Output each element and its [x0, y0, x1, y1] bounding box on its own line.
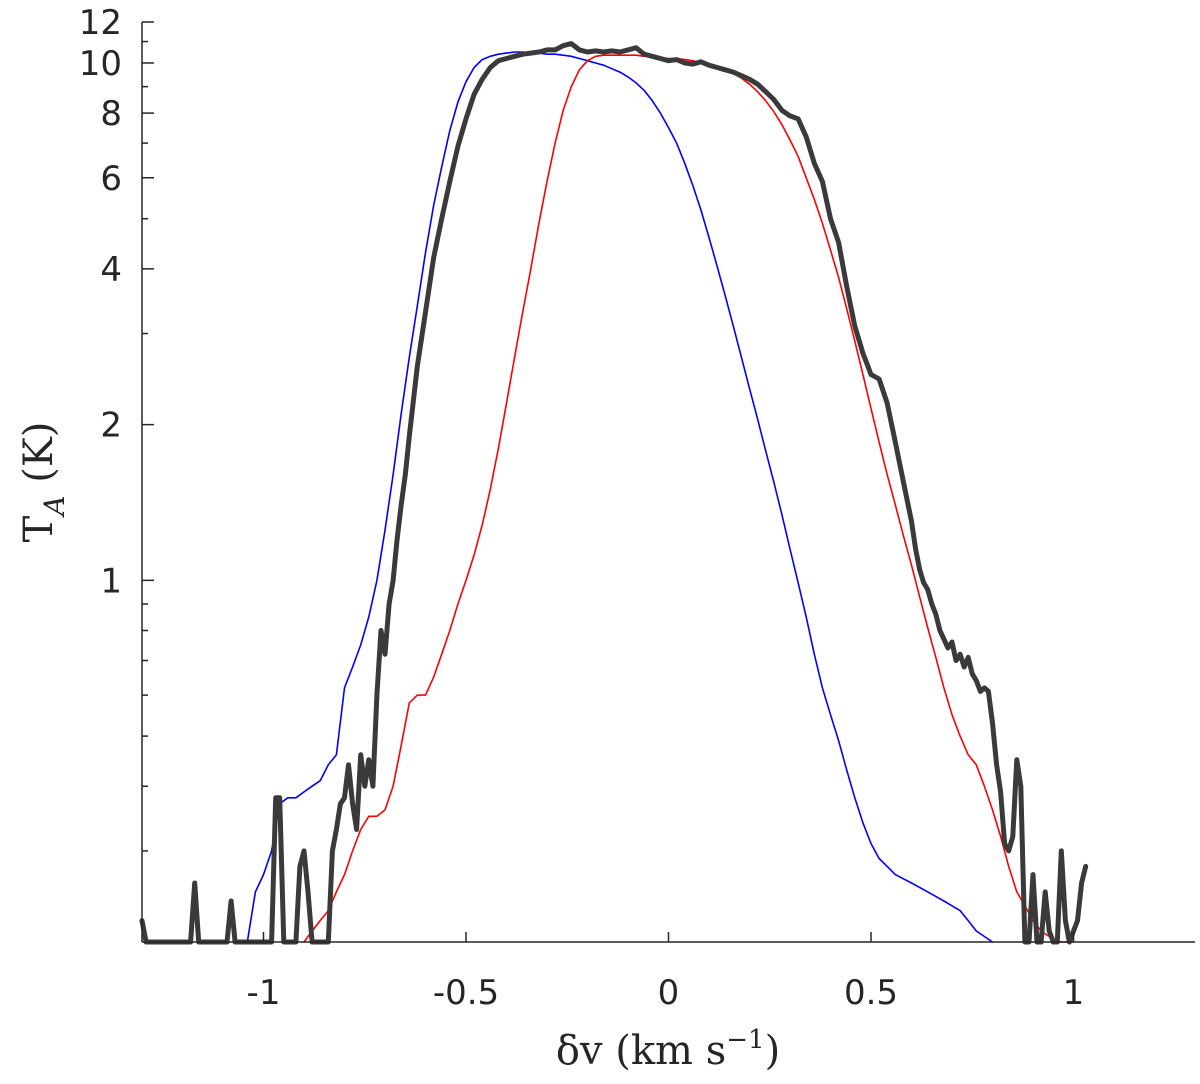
x-tick-label: 0.5 [844, 973, 898, 1013]
x-tick-label: -0.5 [433, 973, 499, 1013]
y-tick-label: 10 [79, 44, 122, 84]
series-red-line [303, 54, 1075, 943]
y-axis-label-unit: (K) [16, 422, 62, 496]
y-axis-label-main: T [16, 515, 62, 542]
y-tick-label: 4 [100, 250, 122, 290]
y-tick-label: 12 [79, 3, 122, 43]
series-layer [139, 41, 1089, 945]
x-axis-label-close: ) [765, 1028, 781, 1074]
y-tick-label: 2 [100, 406, 122, 446]
x-axis-label-main: δv (km s [556, 1028, 726, 1074]
x-axis-label: δv (km s−1) [556, 1025, 780, 1074]
y-tick-label: 8 [100, 94, 122, 134]
x-axis-label-superscript: −1 [726, 1025, 764, 1055]
series-observed-line [139, 41, 1089, 945]
y-tick-label: 6 [100, 159, 122, 199]
series-blue-line [246, 51, 994, 943]
x-axis-ticks: -1 -0.5 0 0.5 1 [247, 932, 1085, 1013]
x-tick-label: 0 [658, 973, 680, 1013]
y-tick-label: 1 [100, 561, 122, 601]
y-axis-label: TA (K) [16, 422, 71, 543]
x-tick-label: -1 [247, 973, 281, 1013]
x-tick-label: 1 [1063, 973, 1085, 1013]
y-axis-label-subscript: A [38, 495, 71, 518]
